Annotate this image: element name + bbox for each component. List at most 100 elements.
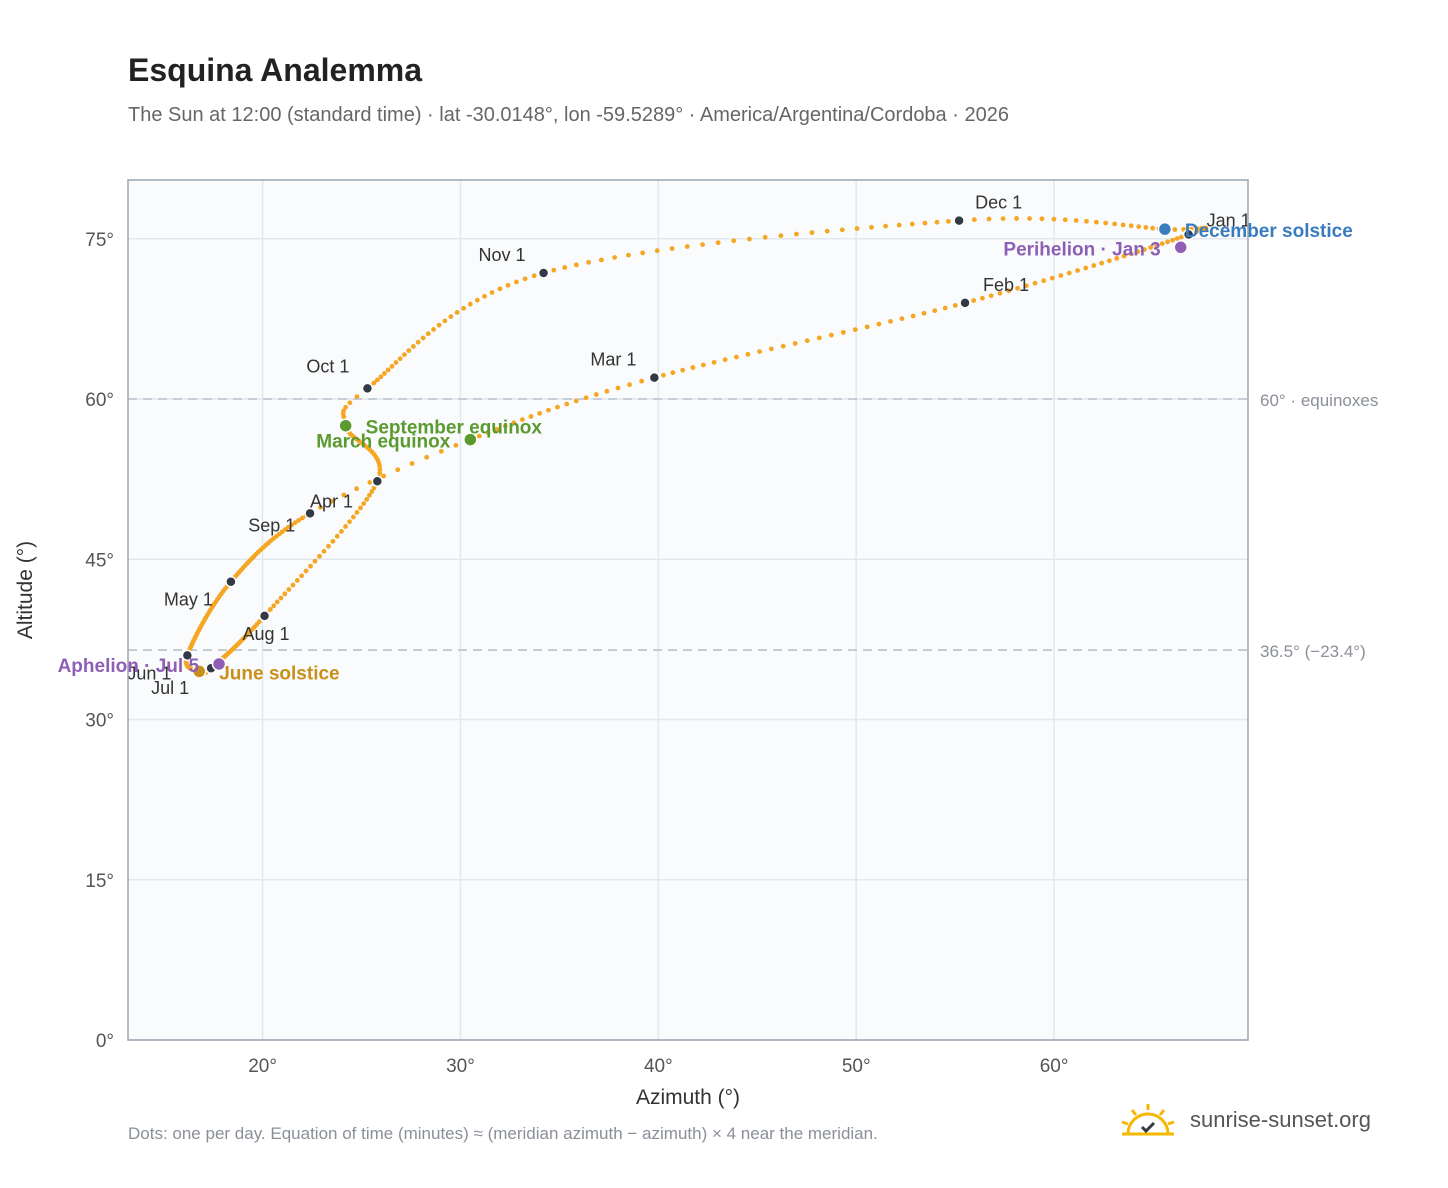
daily-sun-dot [415, 339, 421, 345]
plot-frame [127, 179, 1249, 1041]
daily-sun-dot [573, 262, 579, 268]
daily-sun-dot [654, 248, 660, 254]
daily-sun-dot [438, 448, 444, 454]
daily-sun-dot [809, 230, 815, 236]
daily-sun-dot [425, 331, 431, 337]
daily-sun-dot [816, 335, 822, 341]
daily-sun-dot [1128, 223, 1134, 229]
daily-sun-dot [1075, 268, 1080, 273]
month-label: Jul 1 [151, 678, 189, 698]
daily-sun-dot [747, 236, 752, 242]
daily-sun-dot [1015, 285, 1020, 291]
daily-sun-dot [1091, 263, 1097, 268]
daily-sun-dot [358, 505, 363, 511]
month-marker [1182, 228, 1195, 241]
daily-sun-dot [551, 267, 557, 273]
daily-sun-dot [555, 404, 560, 410]
daily-sun-dot [1120, 222, 1126, 228]
daily-sun-dot [1049, 275, 1055, 281]
daily-sun-dot [1178, 234, 1184, 240]
daily-sun-dot [980, 295, 985, 301]
daily-sun-dot [792, 341, 798, 346]
daily-sun-dot [511, 420, 517, 426]
daily-sun-dot [762, 234, 768, 240]
daily-sun-dot [586, 259, 591, 265]
daily-sun-dot [1159, 241, 1165, 247]
event-marker [191, 664, 207, 679]
daily-sun-dot [562, 265, 568, 270]
month-marker [361, 382, 374, 395]
daily-sun-dot [341, 492, 347, 498]
daily-sun-dot [453, 442, 459, 448]
daily-sun-dot [1000, 216, 1006, 222]
sun-logo-icon [1121, 1104, 1175, 1136]
daily-sun-dot [519, 417, 525, 422]
daily-sun-dot [292, 520, 298, 526]
daily-sun-dot [502, 423, 508, 429]
daily-sun-dot [734, 354, 739, 360]
daily-sun-dot [1066, 270, 1072, 276]
chart-subtitle: The Sun at 12:00 (standard time) · lat -… [128, 104, 1009, 126]
daily-sun-dot [424, 454, 430, 460]
plot-area [128, 180, 1248, 1040]
daily-sun-dot [680, 367, 686, 373]
month-label: May 1 [164, 590, 213, 610]
daily-sun-dot [883, 223, 888, 229]
daily-sun-dot [909, 221, 915, 227]
y-tick-label: 0° [96, 1031, 114, 1052]
daily-sun-dot [854, 226, 860, 231]
daily-sun-dot [794, 231, 799, 237]
daily-sun-dot [626, 252, 631, 258]
daily-sun-dot [945, 218, 951, 224]
month-marker [371, 475, 384, 488]
reference-lines: 60° · equinoxes 36.5° (−23.4°) [128, 391, 1378, 661]
daily-sun-dot [329, 498, 335, 504]
daily-sun-dot [341, 408, 346, 414]
daily-sun-dot [1032, 280, 1038, 286]
daily-sun-dot [410, 344, 416, 349]
daily-sun-dot [369, 489, 375, 494]
daily-sun-dot [431, 327, 436, 332]
daily-sun-dot [371, 380, 377, 386]
daily-sun-dot [482, 293, 487, 299]
daily-sun-dot [308, 563, 313, 569]
daily-sun-dot [367, 479, 373, 485]
daily-sun-dot [1099, 260, 1105, 266]
x-axis-label: Azimuth (°) [636, 1086, 740, 1109]
daily-sun-dot [294, 578, 300, 583]
brand[interactable]: sunrise-sunset.org [1120, 1100, 1371, 1140]
event-marker [338, 418, 353, 433]
daily-sun-dot [537, 410, 543, 416]
daily-sun-dot [374, 377, 380, 383]
daily-sun-dot [780, 343, 786, 349]
daily-sun-dot [778, 233, 784, 239]
daily-sun-dot [1093, 219, 1099, 225]
daily-sun-dot [615, 385, 621, 391]
daily-sun-dot [531, 273, 537, 279]
daily-sun-dot [768, 346, 774, 352]
month-marker [258, 610, 271, 622]
daily-sun-dot [1121, 253, 1127, 259]
daily-sun-dot [321, 548, 327, 554]
daily-sun-dot [467, 301, 473, 307]
daily-sun-dot [268, 606, 273, 612]
event-marker [463, 432, 478, 447]
daily-sun-dot [804, 338, 810, 344]
daily-sun-dot [420, 335, 426, 341]
event-label: Perihelion · Jan 3 [1003, 239, 1160, 260]
daily-sun-dot [564, 401, 570, 407]
daily-sun-dot [840, 329, 846, 335]
daily-sun-dot [593, 392, 599, 397]
daily-sun-dot [1148, 245, 1154, 250]
x-tick-label: 60° [1040, 1056, 1069, 1077]
month-label: Oct 1 [306, 356, 349, 376]
event-label: March equinox [316, 432, 451, 453]
daily-sun-dot [514, 279, 519, 285]
daily-sun-dot [347, 519, 352, 525]
x-tick-label: 50° [842, 1056, 871, 1077]
event-label: June solstice [219, 663, 339, 684]
daily-sun-dot [1174, 236, 1180, 241]
daily-sun-dot [278, 595, 284, 601]
daily-sun-dot [888, 319, 893, 324]
